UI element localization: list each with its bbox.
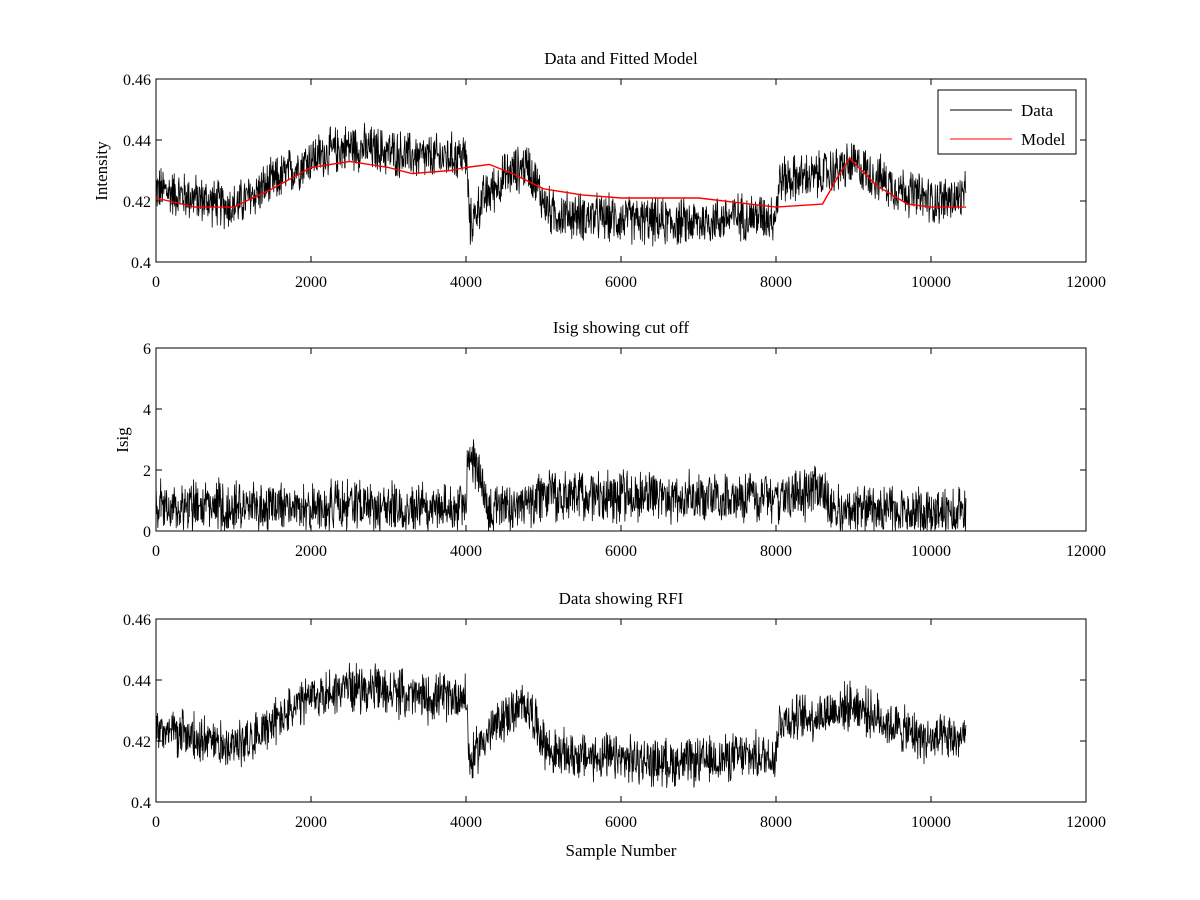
chart-1-plot: 0 2000 4000 6000 8000 10000 12000 0.4 0.42 0.44 0.… <box>123 72 1106 291</box>
x-tick-label: 12000 <box>1066 814 1106 831</box>
chart-2: Isig showing cut off 0 2000 4000 6000 8000 10… <box>113 318 1106 560</box>
y-tick-label: 0.44 <box>123 133 151 150</box>
x-tick-label: 6000 <box>605 543 637 560</box>
x-tick-label: 0 <box>152 543 160 560</box>
x-tick-label: 10000 <box>911 814 951 831</box>
x-tick-label: 2000 <box>295 543 327 560</box>
chart-1-legend: Data Model <box>937 89 1077 155</box>
y-tick-label: 0.4 <box>131 795 151 812</box>
y-tick-label: 0.46 <box>123 72 151 89</box>
chart-1: Data and Fitted Model 0 2000 4000 6000 8000 1… <box>92 49 1106 291</box>
chart-3-xlabel: Sample Number <box>566 841 677 860</box>
chart-1-ylabel: Intensity <box>92 141 111 201</box>
x-tick-label: 0 <box>152 814 160 831</box>
y-tick-label: 0.42 <box>123 194 151 211</box>
x-tick-label: 4000 <box>450 274 482 291</box>
x-tick-label: 2000 <box>295 274 327 291</box>
x-tick-label: 4000 <box>450 543 482 560</box>
y-tick-label: 6 <box>143 341 151 358</box>
chart-3-title: Data showing RFI <box>559 589 684 608</box>
y-tick-label: 0.42 <box>123 734 151 751</box>
y-tick-label: 0.44 <box>123 673 151 690</box>
x-tick-label: 0 <box>152 274 160 291</box>
x-tick-label: 8000 <box>760 274 792 291</box>
y-tick-label: 4 <box>143 402 151 419</box>
x-tick-label: 12000 <box>1066 274 1106 291</box>
series-model-line <box>155 157 966 208</box>
legend-box <box>937 89 1077 155</box>
chart-3-plot: 0 2000 4000 6000 8000 10000 12000 0.4 0.42 0.44 0.… <box>123 612 1106 831</box>
x-tick-label: 8000 <box>760 814 792 831</box>
legend-data-label: Data <box>1021 101 1054 120</box>
x-tick-label: 12000 <box>1066 543 1106 560</box>
x-tick-label: 6000 <box>605 274 637 291</box>
legend-model-label: Model <box>1021 130 1066 149</box>
chart-3: Data showing RFI 0 2000 4000 6000 8000 10000 1… <box>123 589 1106 860</box>
x-tick-label: 10000 <box>911 543 951 560</box>
y-tick-label: 2 <box>143 463 151 480</box>
chart-1-title: Data and Fitted Model <box>544 49 698 68</box>
y-tick-label: 0.46 <box>123 612 151 629</box>
x-tick-label: 8000 <box>760 543 792 560</box>
x-tick-label: 6000 <box>605 814 637 831</box>
x-tick-label: 4000 <box>450 814 482 831</box>
chart-2-ylabel: Isig <box>113 427 132 453</box>
series-data-line <box>155 662 967 788</box>
chart-2-title: Isig showing cut off <box>553 318 689 337</box>
series-data-line <box>155 122 967 247</box>
y-tick-label: 0.4 <box>131 255 151 272</box>
y-tick-label: 0 <box>143 524 151 541</box>
x-tick-label: 10000 <box>911 274 951 291</box>
x-tick-label: 2000 <box>295 814 327 831</box>
chart-2-plot: 0 2000 4000 6000 8000 10000 12000 0 2 4 6 <box>143 341 1106 560</box>
series-data-line <box>155 439 967 532</box>
